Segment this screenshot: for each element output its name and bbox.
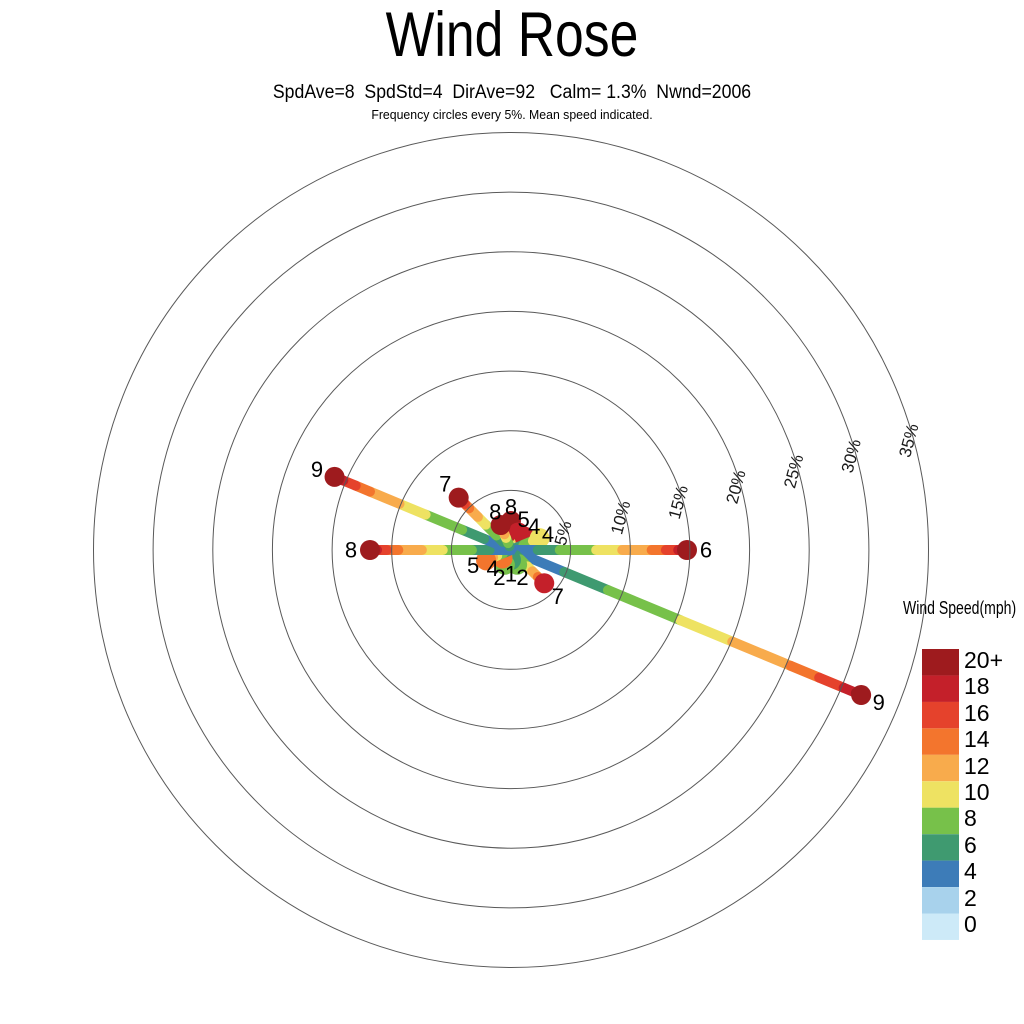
svg-text:2: 2 <box>964 885 977 911</box>
svg-text:16: 16 <box>964 700 990 726</box>
svg-text:6: 6 <box>964 832 977 858</box>
svg-text:18: 18 <box>964 673 990 699</box>
svg-text:5: 5 <box>467 553 479 578</box>
svg-text:20+: 20+ <box>964 647 1003 673</box>
svg-text:15%: 15% <box>665 483 692 521</box>
svg-text:12: 12 <box>964 753 990 779</box>
svg-text:9: 9 <box>873 690 885 715</box>
svg-text:30%: 30% <box>838 437 865 475</box>
svg-text:20%: 20% <box>723 468 750 506</box>
svg-text:7: 7 <box>552 584 564 609</box>
svg-text:6: 6 <box>700 538 712 563</box>
svg-text:9: 9 <box>311 457 323 482</box>
svg-text:4: 4 <box>964 858 977 884</box>
svg-text:10%: 10% <box>607 499 634 537</box>
svg-text:5%: 5% <box>551 519 576 548</box>
svg-text:35%: 35% <box>895 422 922 460</box>
svg-text:8: 8 <box>505 495 517 520</box>
svg-text:10: 10 <box>964 779 990 805</box>
svg-text:1: 1 <box>505 562 517 587</box>
svg-text:8: 8 <box>489 500 501 525</box>
svg-text:4: 4 <box>542 522 554 547</box>
svg-text:8: 8 <box>345 538 357 563</box>
svg-text:4: 4 <box>486 556 498 581</box>
svg-text:14: 14 <box>964 726 990 752</box>
svg-text:7: 7 <box>439 472 451 497</box>
svg-text:8: 8 <box>964 805 977 831</box>
svg-text:4: 4 <box>528 514 540 539</box>
svg-text:25%: 25% <box>780 452 807 490</box>
svg-text:0: 0 <box>964 911 977 937</box>
svg-text:2: 2 <box>516 565 528 590</box>
